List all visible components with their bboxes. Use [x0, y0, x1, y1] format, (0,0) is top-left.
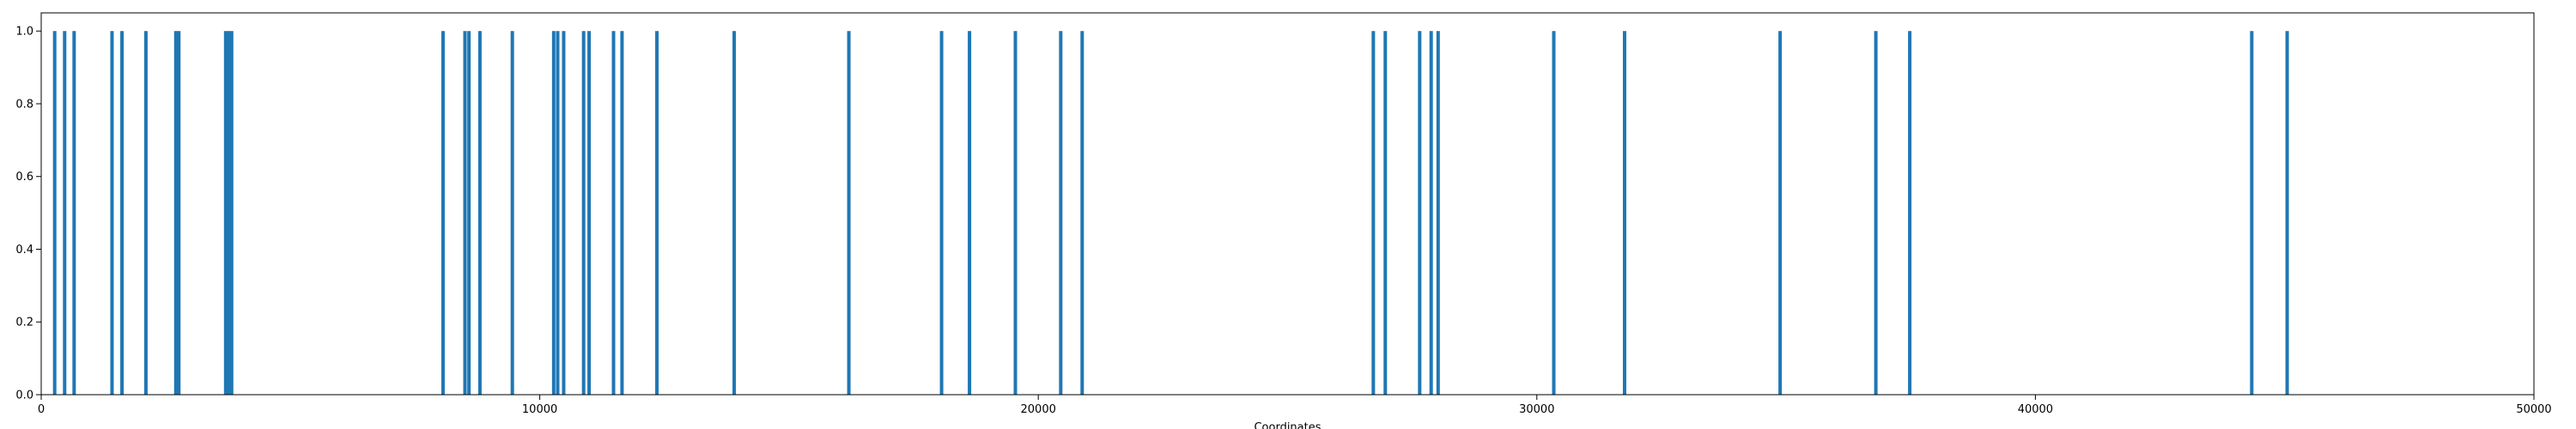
bar [173, 31, 178, 395]
bar [1778, 31, 1783, 395]
bar [440, 31, 445, 395]
bar [1418, 31, 1422, 395]
bar [1436, 31, 1440, 395]
bar [968, 31, 972, 395]
bar [581, 31, 586, 395]
x-tick-label: 0 [38, 403, 45, 416]
x-axis-ticks: 0 10000 20000 30000 40000 50000 [38, 395, 2552, 416]
y-tick-label: 1.0 [15, 26, 33, 39]
y-tick-label: 0.6 [15, 171, 33, 184]
bar [1552, 31, 1556, 395]
bar [1429, 31, 1433, 395]
y-tick-label: 0.0 [15, 390, 33, 402]
bar [72, 31, 76, 395]
x-tick-label: 40000 [2018, 403, 2053, 416]
bar [1080, 31, 1084, 395]
x-axis-label: Coordinates [1254, 421, 1321, 429]
bar [110, 31, 114, 395]
bar [562, 31, 566, 395]
bar [1874, 31, 1878, 395]
bar [1371, 31, 1376, 395]
bar [732, 31, 737, 395]
x-tick-label: 30000 [1519, 403, 1554, 416]
bar [1622, 31, 1626, 395]
bar [1013, 31, 1018, 395]
y-tick-label: 0.2 [15, 317, 33, 329]
bar [939, 31, 944, 395]
bar [177, 31, 181, 395]
bar [223, 31, 228, 395]
bar [620, 31, 624, 395]
bar [477, 31, 482, 395]
y-axis-ticks: 0.0 0.2 0.4 0.6 0.8 1.0 [15, 26, 41, 402]
bar [227, 31, 231, 395]
bars-group [52, 31, 2289, 395]
bar [551, 31, 556, 395]
x-tick-label: 20000 [1021, 403, 1056, 416]
bar [63, 31, 67, 395]
x-tick-label: 50000 [2516, 403, 2551, 416]
y-tick-label: 0.8 [15, 98, 33, 111]
bar [1059, 31, 1063, 395]
bar [229, 31, 234, 395]
bar [1383, 31, 1388, 395]
bar [120, 31, 125, 395]
plot-frame [40, 12, 2535, 396]
bar [847, 31, 851, 395]
bar [556, 31, 560, 395]
bar [611, 31, 616, 395]
bar [2250, 31, 2254, 395]
bar [143, 31, 148, 395]
bar [1908, 31, 1912, 395]
bar [2285, 31, 2289, 395]
bar [655, 31, 659, 395]
x-tick-label: 10000 [522, 403, 557, 416]
bar [510, 31, 514, 395]
bar [467, 31, 471, 395]
bar [52, 31, 57, 395]
bar [463, 31, 467, 395]
bar [587, 31, 592, 395]
y-tick-label: 0.4 [15, 244, 33, 257]
